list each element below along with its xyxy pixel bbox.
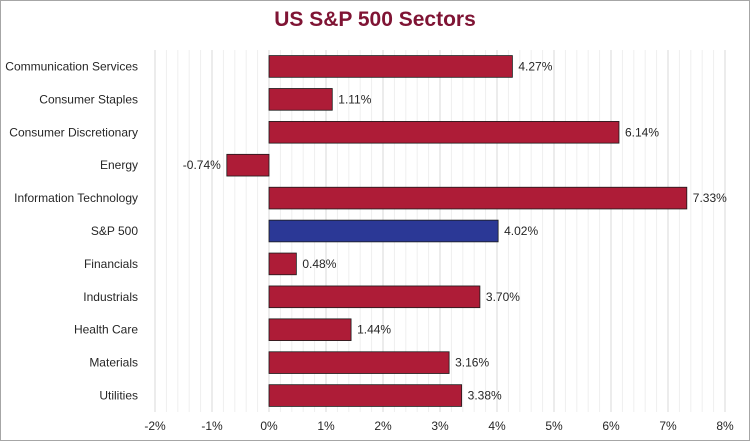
- bar: [226, 153, 270, 177]
- data-label: 3.16%: [455, 356, 489, 370]
- x-tick-label: 6%: [602, 419, 620, 433]
- category-label: S&P 500: [91, 224, 138, 238]
- bar: [268, 285, 481, 309]
- bar: [268, 55, 513, 78]
- chart-title: US S&P 500 Sectors: [274, 8, 476, 31]
- category-label: Financials: [84, 257, 138, 271]
- tick-labels: -2% -1% 0% 1% 2% 3% 4% 5% 6% 7% 8%: [144, 419, 734, 433]
- x-tick-label: -1%: [201, 419, 223, 433]
- x-tick-label: 4%: [488, 419, 506, 433]
- data-label: 7.33%: [693, 191, 727, 205]
- x-tick-label: -2%: [144, 419, 166, 433]
- data-label: 4.02%: [504, 224, 538, 238]
- category-label: Consumer Staples: [39, 92, 138, 106]
- bar: [268, 384, 463, 407]
- x-tick-label: 3%: [431, 419, 449, 433]
- bar: [268, 186, 688, 210]
- data-labels: 4.27% 1.11% 6.14% -0.74% 7.33% 4.02% 0.48% 3.70…: [183, 59, 727, 402]
- data-label: -0.74%: [183, 158, 221, 172]
- bar: [268, 219, 499, 243]
- bar: [268, 121, 620, 144]
- category-label: Health Care: [74, 323, 138, 337]
- x-tick-label: 7%: [659, 419, 677, 433]
- data-label: 1.11%: [338, 92, 371, 106]
- data-label: 3.70%: [486, 290, 520, 304]
- data-label: 0.48%: [302, 257, 336, 271]
- x-tick-label: 0%: [260, 419, 278, 433]
- category-label: Consumer Discretionary: [9, 125, 138, 139]
- x-tick-label: 1%: [317, 419, 335, 433]
- bar-layer: [226, 55, 688, 407]
- bar: [268, 252, 297, 276]
- data-label: 1.44%: [357, 323, 391, 337]
- category-label: Energy: [100, 158, 138, 172]
- data-label: 4.27%: [518, 59, 552, 73]
- x-tick-label: 5%: [545, 419, 563, 433]
- bar: [268, 88, 333, 111]
- data-label: 6.14%: [625, 125, 659, 139]
- bar: [268, 351, 450, 374]
- category-label: Information Technology: [14, 191, 138, 205]
- category-label: Utilities: [99, 389, 138, 403]
- x-tick-label: 2%: [374, 419, 392, 433]
- data-label: 3.38%: [468, 389, 502, 403]
- x-tick-label: 8%: [716, 419, 734, 433]
- category-label: Industrials: [83, 290, 138, 304]
- bar: [268, 318, 352, 341]
- category-label: Communication Services: [5, 59, 138, 73]
- category-label: Materials: [89, 356, 138, 370]
- category-labels: Communication Services Consumer Staples Co…: [5, 59, 138, 402]
